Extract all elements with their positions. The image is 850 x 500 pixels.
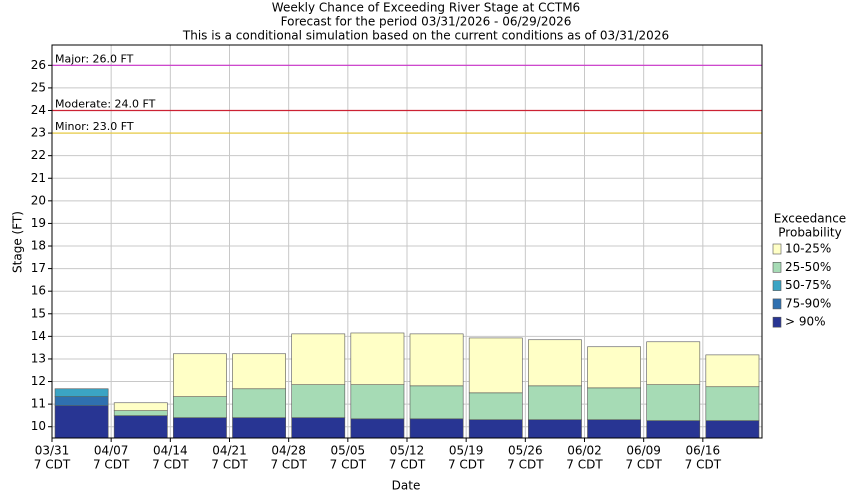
x-tick-label: 04/14 xyxy=(153,444,188,458)
bar-segment xyxy=(468,419,523,439)
y-tick-label: 11 xyxy=(31,397,46,411)
y-tick-label: 25 xyxy=(31,80,46,94)
legend-label: 25-50% xyxy=(785,260,831,274)
y-tick-label: 24 xyxy=(31,103,46,117)
legend-swatch xyxy=(772,316,782,328)
y-axis-label: Stage (FT) xyxy=(11,211,25,273)
bar-segment xyxy=(350,384,405,420)
bar-segment xyxy=(291,417,346,439)
bar-segment xyxy=(468,392,523,421)
bar-segment xyxy=(705,386,760,421)
x-tick-label: 7 CDT xyxy=(685,458,722,472)
chart-title: Weekly Chance of Exceeding River Stage a… xyxy=(272,1,580,15)
plot-frame xyxy=(51,44,763,439)
x-tick-label: 7 CDT xyxy=(34,458,71,472)
threshold-label: Moderate: 24.0 FT xyxy=(55,98,156,111)
bar-segment xyxy=(468,337,523,394)
x-tick-label: 05/12 xyxy=(390,444,425,458)
x-tick-label: 7 CDT xyxy=(152,458,189,472)
bar-segment xyxy=(528,339,582,387)
y-tick-label: 15 xyxy=(31,306,46,320)
x-tick-label: 03/31 xyxy=(35,444,70,458)
x-tick-label: 7 CDT xyxy=(211,458,248,472)
x-tick-label: 7 CDT xyxy=(507,458,544,472)
legend-swatch xyxy=(772,243,782,255)
bar-segment xyxy=(705,354,760,388)
bar-segment xyxy=(528,385,582,421)
legend-title: Exceedance xyxy=(774,212,846,226)
threshold-label: Major: 26.0 FT xyxy=(55,52,134,65)
bar-segment xyxy=(113,410,168,416)
y-tick-label: 17 xyxy=(31,261,46,275)
chart-subtitle: This is a conditional simulation based o… xyxy=(182,29,669,43)
bar-segment xyxy=(587,419,641,439)
bar-segment xyxy=(291,384,346,418)
x-tick-label: 7 CDT xyxy=(330,458,367,472)
legend-label: 75-90% xyxy=(785,296,831,310)
y-tick-label: 22 xyxy=(31,148,46,162)
bar-segment xyxy=(409,385,464,420)
legend-swatch xyxy=(772,298,782,310)
y-tick-label: 16 xyxy=(31,284,46,298)
x-tick-label: 7 CDT xyxy=(93,458,130,472)
bar-segment xyxy=(409,333,464,387)
y-tick-label: 18 xyxy=(31,239,46,253)
bar-segment xyxy=(173,353,227,397)
threshold-label: Minor: 23.0 FT xyxy=(55,120,134,133)
x-tick-label: 04/28 xyxy=(271,444,306,458)
legend-label: 10-25% xyxy=(785,242,831,256)
x-tick-label: 7 CDT xyxy=(448,458,485,472)
y-tick-label: 26 xyxy=(31,58,46,72)
bar-segment xyxy=(54,405,109,439)
bar-segment xyxy=(646,341,701,385)
bar-segment xyxy=(232,388,286,418)
bar-segment xyxy=(54,388,109,397)
y-tick-label: 20 xyxy=(31,193,46,207)
x-tick-label: 06/09 xyxy=(626,444,661,458)
bar-segment xyxy=(291,333,346,385)
legend-swatch xyxy=(772,280,782,291)
y-tick-label: 23 xyxy=(31,126,46,140)
legend-label: > 90% xyxy=(785,315,826,329)
y-tick-label: 21 xyxy=(31,171,46,185)
x-tick-label: 7 CDT xyxy=(566,458,603,472)
x-tick-label: 7 CDT xyxy=(389,458,426,472)
bar-segment xyxy=(54,396,109,407)
x-axis-label: Date xyxy=(392,479,421,493)
bar-segment xyxy=(113,402,168,411)
x-tick-label: 05/19 xyxy=(449,444,484,458)
x-tick-label: 7 CDT xyxy=(625,458,662,472)
bar-segment xyxy=(587,346,641,389)
x-tick-label: 06/16 xyxy=(686,444,721,458)
y-tick-label: 13 xyxy=(31,351,46,365)
bar-segment xyxy=(173,396,227,418)
legend-title: Probability xyxy=(778,226,841,240)
bar-segment xyxy=(232,353,286,390)
bar-segment xyxy=(705,420,760,439)
chart-subtitle: Forecast for the period 03/31/2026 - 06/… xyxy=(281,15,572,29)
legend-swatch xyxy=(772,261,782,273)
x-tick-label: 04/07 xyxy=(94,444,129,458)
bar-segment xyxy=(350,418,405,439)
x-tick-label: 04/21 xyxy=(212,444,247,458)
x-tick-label: 05/05 xyxy=(331,444,366,458)
x-tick-label: 05/26 xyxy=(508,444,543,458)
legend-label: 50-75% xyxy=(785,278,831,292)
y-tick-label: 10 xyxy=(31,419,46,433)
bar-segment xyxy=(409,418,464,439)
x-tick-label: 06/02 xyxy=(567,444,602,458)
x-tick-label: 7 CDT xyxy=(270,458,307,472)
y-tick-label: 19 xyxy=(31,216,46,230)
bar-segment xyxy=(646,384,701,421)
bar-segment xyxy=(350,332,405,385)
bar-segment xyxy=(232,417,286,439)
bar-segment xyxy=(587,387,641,421)
y-tick-label: 14 xyxy=(31,329,46,343)
y-tick-label: 12 xyxy=(31,374,46,388)
bar-segment xyxy=(528,419,582,439)
bar-segment xyxy=(646,420,701,439)
bar-segment xyxy=(173,417,227,439)
bar-segment xyxy=(113,415,168,439)
